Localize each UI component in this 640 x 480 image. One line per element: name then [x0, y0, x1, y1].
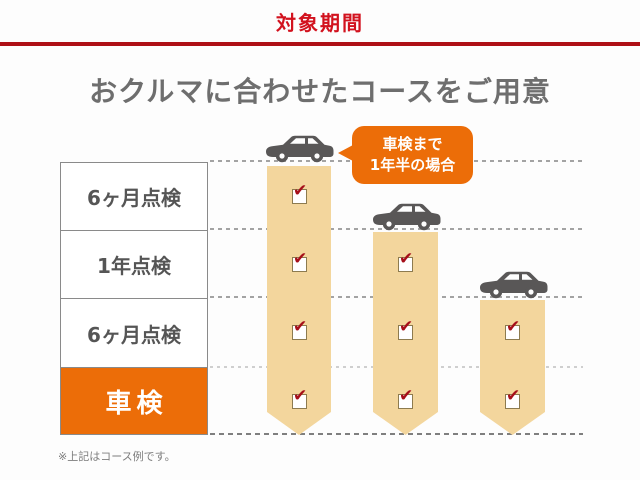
row-label: 1年点検 [97, 254, 171, 278]
check-glyph: ✔ [506, 317, 521, 337]
checkbox-checked-icon: ✔ [292, 251, 307, 272]
checkbox-checked-icon: ✔ [505, 388, 520, 409]
check-glyph: ✔ [399, 317, 414, 337]
inspection-table: 6ヶ月点検 1年点検 6ヶ月点検 車検 [60, 162, 208, 435]
table-row-shaken: 車検 [61, 368, 207, 434]
page-title: おクルマに合わせたコースをご用意 [89, 75, 551, 108]
check-glyph: ✔ [293, 181, 308, 201]
check-glyph: ✔ [293, 386, 308, 406]
check-glyph: ✔ [293, 317, 308, 337]
checkbox-checked-icon: ✔ [398, 251, 413, 272]
table-row-6month-2: 6ヶ月点検 [61, 299, 207, 368]
checkbox-checked-icon: ✔ [505, 319, 520, 340]
speech-bubble-tail [338, 145, 353, 161]
speech-bubble: 車検まで 1年半の場合 [338, 126, 473, 184]
checkbox-checked-icon: ✔ [398, 388, 413, 409]
check-glyph: ✔ [399, 386, 414, 406]
footnote: ※上記はコース例です。 [58, 450, 176, 463]
car-icon [480, 271, 548, 299]
header-divider [0, 42, 640, 46]
car-icon [266, 135, 334, 163]
bubble-line-1: 車検まで [382, 135, 443, 153]
timeline-rule-5 [210, 433, 583, 435]
checkbox-checked-icon: ✔ [292, 183, 307, 204]
checkbox-checked-icon: ✔ [398, 319, 413, 340]
bubble-line-2: 1年半の場合 [369, 156, 456, 174]
checkbox-checked-icon: ✔ [292, 388, 307, 409]
row-label: 車検 [105, 388, 168, 419]
table-row-1year: 1年点検 [61, 231, 207, 299]
timeline-rule-2 [210, 228, 583, 230]
course-column-1 [267, 166, 331, 435]
check-glyph: ✔ [293, 249, 308, 269]
course-column-3 [480, 300, 545, 435]
header-title: 対象期間 [276, 11, 364, 35]
car-icon [373, 203, 441, 231]
checkbox-checked-icon: ✔ [292, 319, 307, 340]
table-row-6month-1: 6ヶ月点検 [61, 163, 207, 231]
row-label: 6ヶ月点検 [87, 186, 181, 210]
row-label: 6ヶ月点検 [87, 322, 181, 347]
check-glyph: ✔ [506, 386, 521, 406]
check-glyph: ✔ [399, 249, 414, 269]
